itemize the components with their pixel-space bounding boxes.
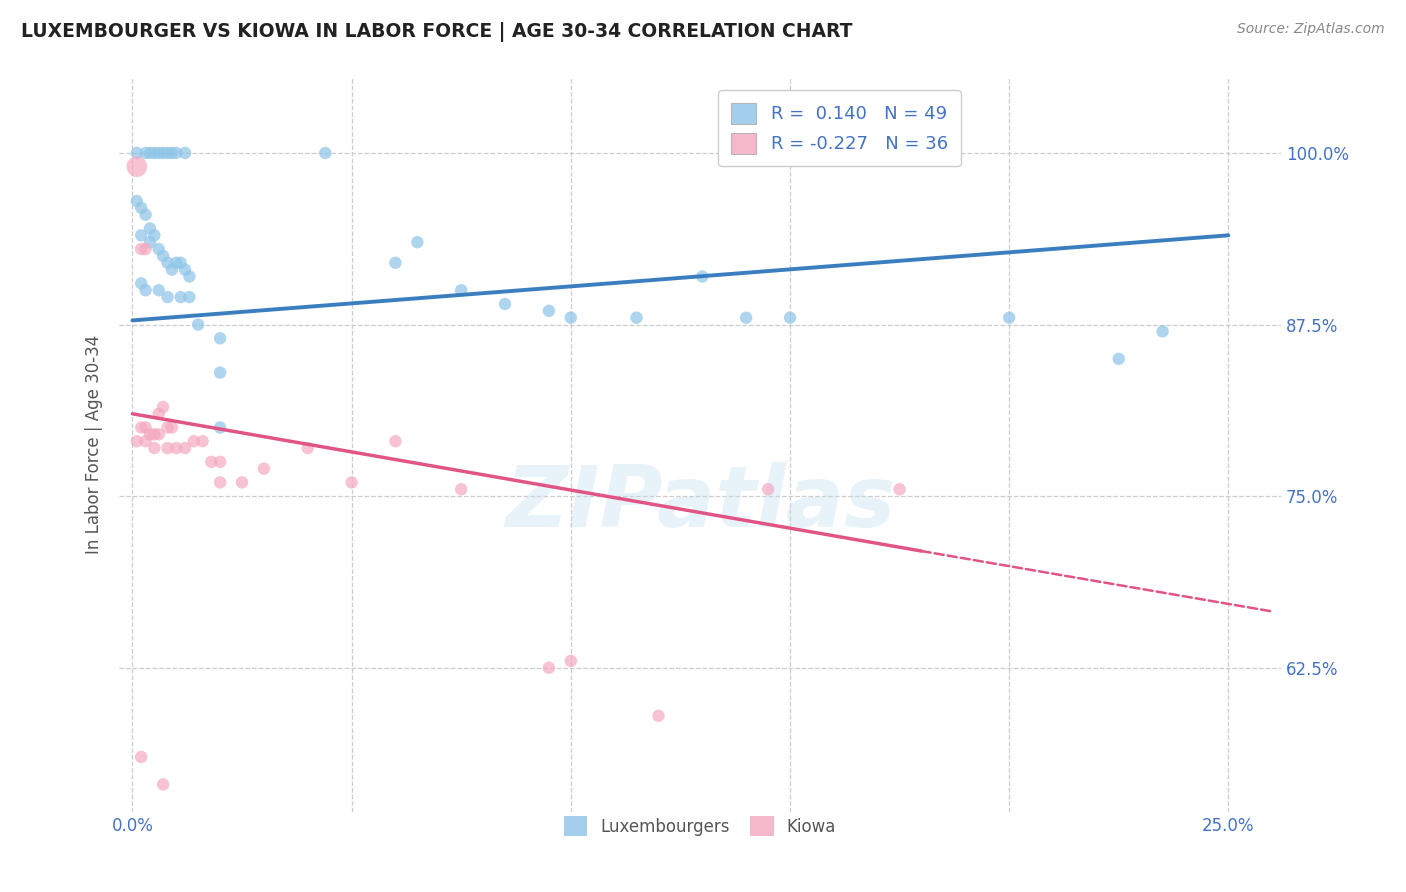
Point bbox=[156, 441, 179, 455]
Point bbox=[125, 160, 148, 174]
Point bbox=[1152, 325, 1174, 339]
Point bbox=[139, 235, 162, 249]
Point bbox=[135, 145, 157, 160]
Point bbox=[174, 262, 197, 277]
Point bbox=[174, 441, 197, 455]
Point bbox=[560, 654, 582, 668]
Point bbox=[160, 262, 183, 277]
Point bbox=[209, 420, 232, 434]
Point bbox=[406, 235, 429, 249]
Point bbox=[129, 420, 152, 434]
Point bbox=[135, 283, 157, 297]
Point bbox=[191, 434, 214, 449]
Point bbox=[143, 145, 166, 160]
Point bbox=[384, 256, 406, 270]
Point bbox=[209, 475, 232, 490]
Point bbox=[135, 420, 157, 434]
Point bbox=[450, 483, 472, 497]
Point bbox=[209, 366, 232, 380]
Point bbox=[152, 400, 174, 414]
Point bbox=[156, 420, 179, 434]
Text: LUXEMBOURGER VS KIOWA IN LABOR FORCE | AGE 30-34 CORRELATION CHART: LUXEMBOURGER VS KIOWA IN LABOR FORCE | A… bbox=[21, 22, 852, 42]
Point bbox=[998, 310, 1021, 325]
Point bbox=[1108, 351, 1130, 366]
Point bbox=[297, 441, 319, 455]
Point bbox=[209, 455, 232, 469]
Point bbox=[139, 221, 162, 235]
Point bbox=[129, 201, 152, 215]
Point bbox=[165, 256, 187, 270]
Point bbox=[735, 310, 758, 325]
Point bbox=[148, 283, 170, 297]
Point bbox=[165, 441, 187, 455]
Point bbox=[148, 407, 170, 421]
Point bbox=[253, 461, 276, 475]
Point bbox=[156, 256, 179, 270]
Point bbox=[129, 277, 152, 291]
Point bbox=[160, 420, 183, 434]
Point bbox=[314, 145, 336, 160]
Point bbox=[179, 290, 201, 304]
Point bbox=[889, 483, 911, 497]
Point bbox=[125, 194, 148, 208]
Point bbox=[183, 434, 205, 449]
Point bbox=[148, 242, 170, 256]
Point bbox=[494, 297, 516, 311]
Point bbox=[125, 434, 148, 449]
Point bbox=[450, 283, 472, 297]
Point bbox=[139, 427, 162, 442]
Point bbox=[187, 318, 209, 332]
Point bbox=[143, 427, 166, 442]
Point bbox=[129, 242, 152, 256]
Point bbox=[692, 269, 714, 284]
Point bbox=[135, 208, 157, 222]
Point bbox=[537, 661, 560, 675]
Point bbox=[340, 475, 363, 490]
Point bbox=[125, 145, 148, 160]
Point bbox=[169, 256, 191, 270]
Point bbox=[143, 441, 166, 455]
Point bbox=[143, 228, 166, 243]
Point bbox=[209, 331, 232, 345]
Point bbox=[165, 145, 187, 160]
Point bbox=[179, 269, 201, 284]
Point bbox=[152, 777, 174, 791]
Point bbox=[560, 310, 582, 325]
Point bbox=[160, 145, 183, 160]
Point bbox=[156, 290, 179, 304]
Y-axis label: In Labor Force | Age 30-34: In Labor Force | Age 30-34 bbox=[86, 335, 103, 554]
Point bbox=[169, 290, 191, 304]
Point bbox=[129, 750, 152, 764]
Point bbox=[626, 310, 648, 325]
Point bbox=[129, 228, 152, 243]
Point bbox=[200, 455, 222, 469]
Point bbox=[384, 434, 406, 449]
Point bbox=[152, 249, 174, 263]
Point bbox=[537, 303, 560, 318]
Point bbox=[231, 475, 253, 490]
Text: Source: ZipAtlas.com: Source: ZipAtlas.com bbox=[1237, 22, 1385, 37]
Point bbox=[152, 145, 174, 160]
Point bbox=[756, 483, 779, 497]
Point bbox=[148, 427, 170, 442]
Point bbox=[779, 310, 801, 325]
Point bbox=[174, 145, 197, 160]
Legend: Luxembourgers, Kiowa: Luxembourgers, Kiowa bbox=[555, 808, 845, 844]
Point bbox=[647, 708, 669, 723]
Point bbox=[148, 145, 170, 160]
Point bbox=[156, 145, 179, 160]
Point bbox=[139, 145, 162, 160]
Text: ZIPatlas: ZIPatlas bbox=[505, 462, 896, 545]
Point bbox=[135, 242, 157, 256]
Point bbox=[135, 434, 157, 449]
